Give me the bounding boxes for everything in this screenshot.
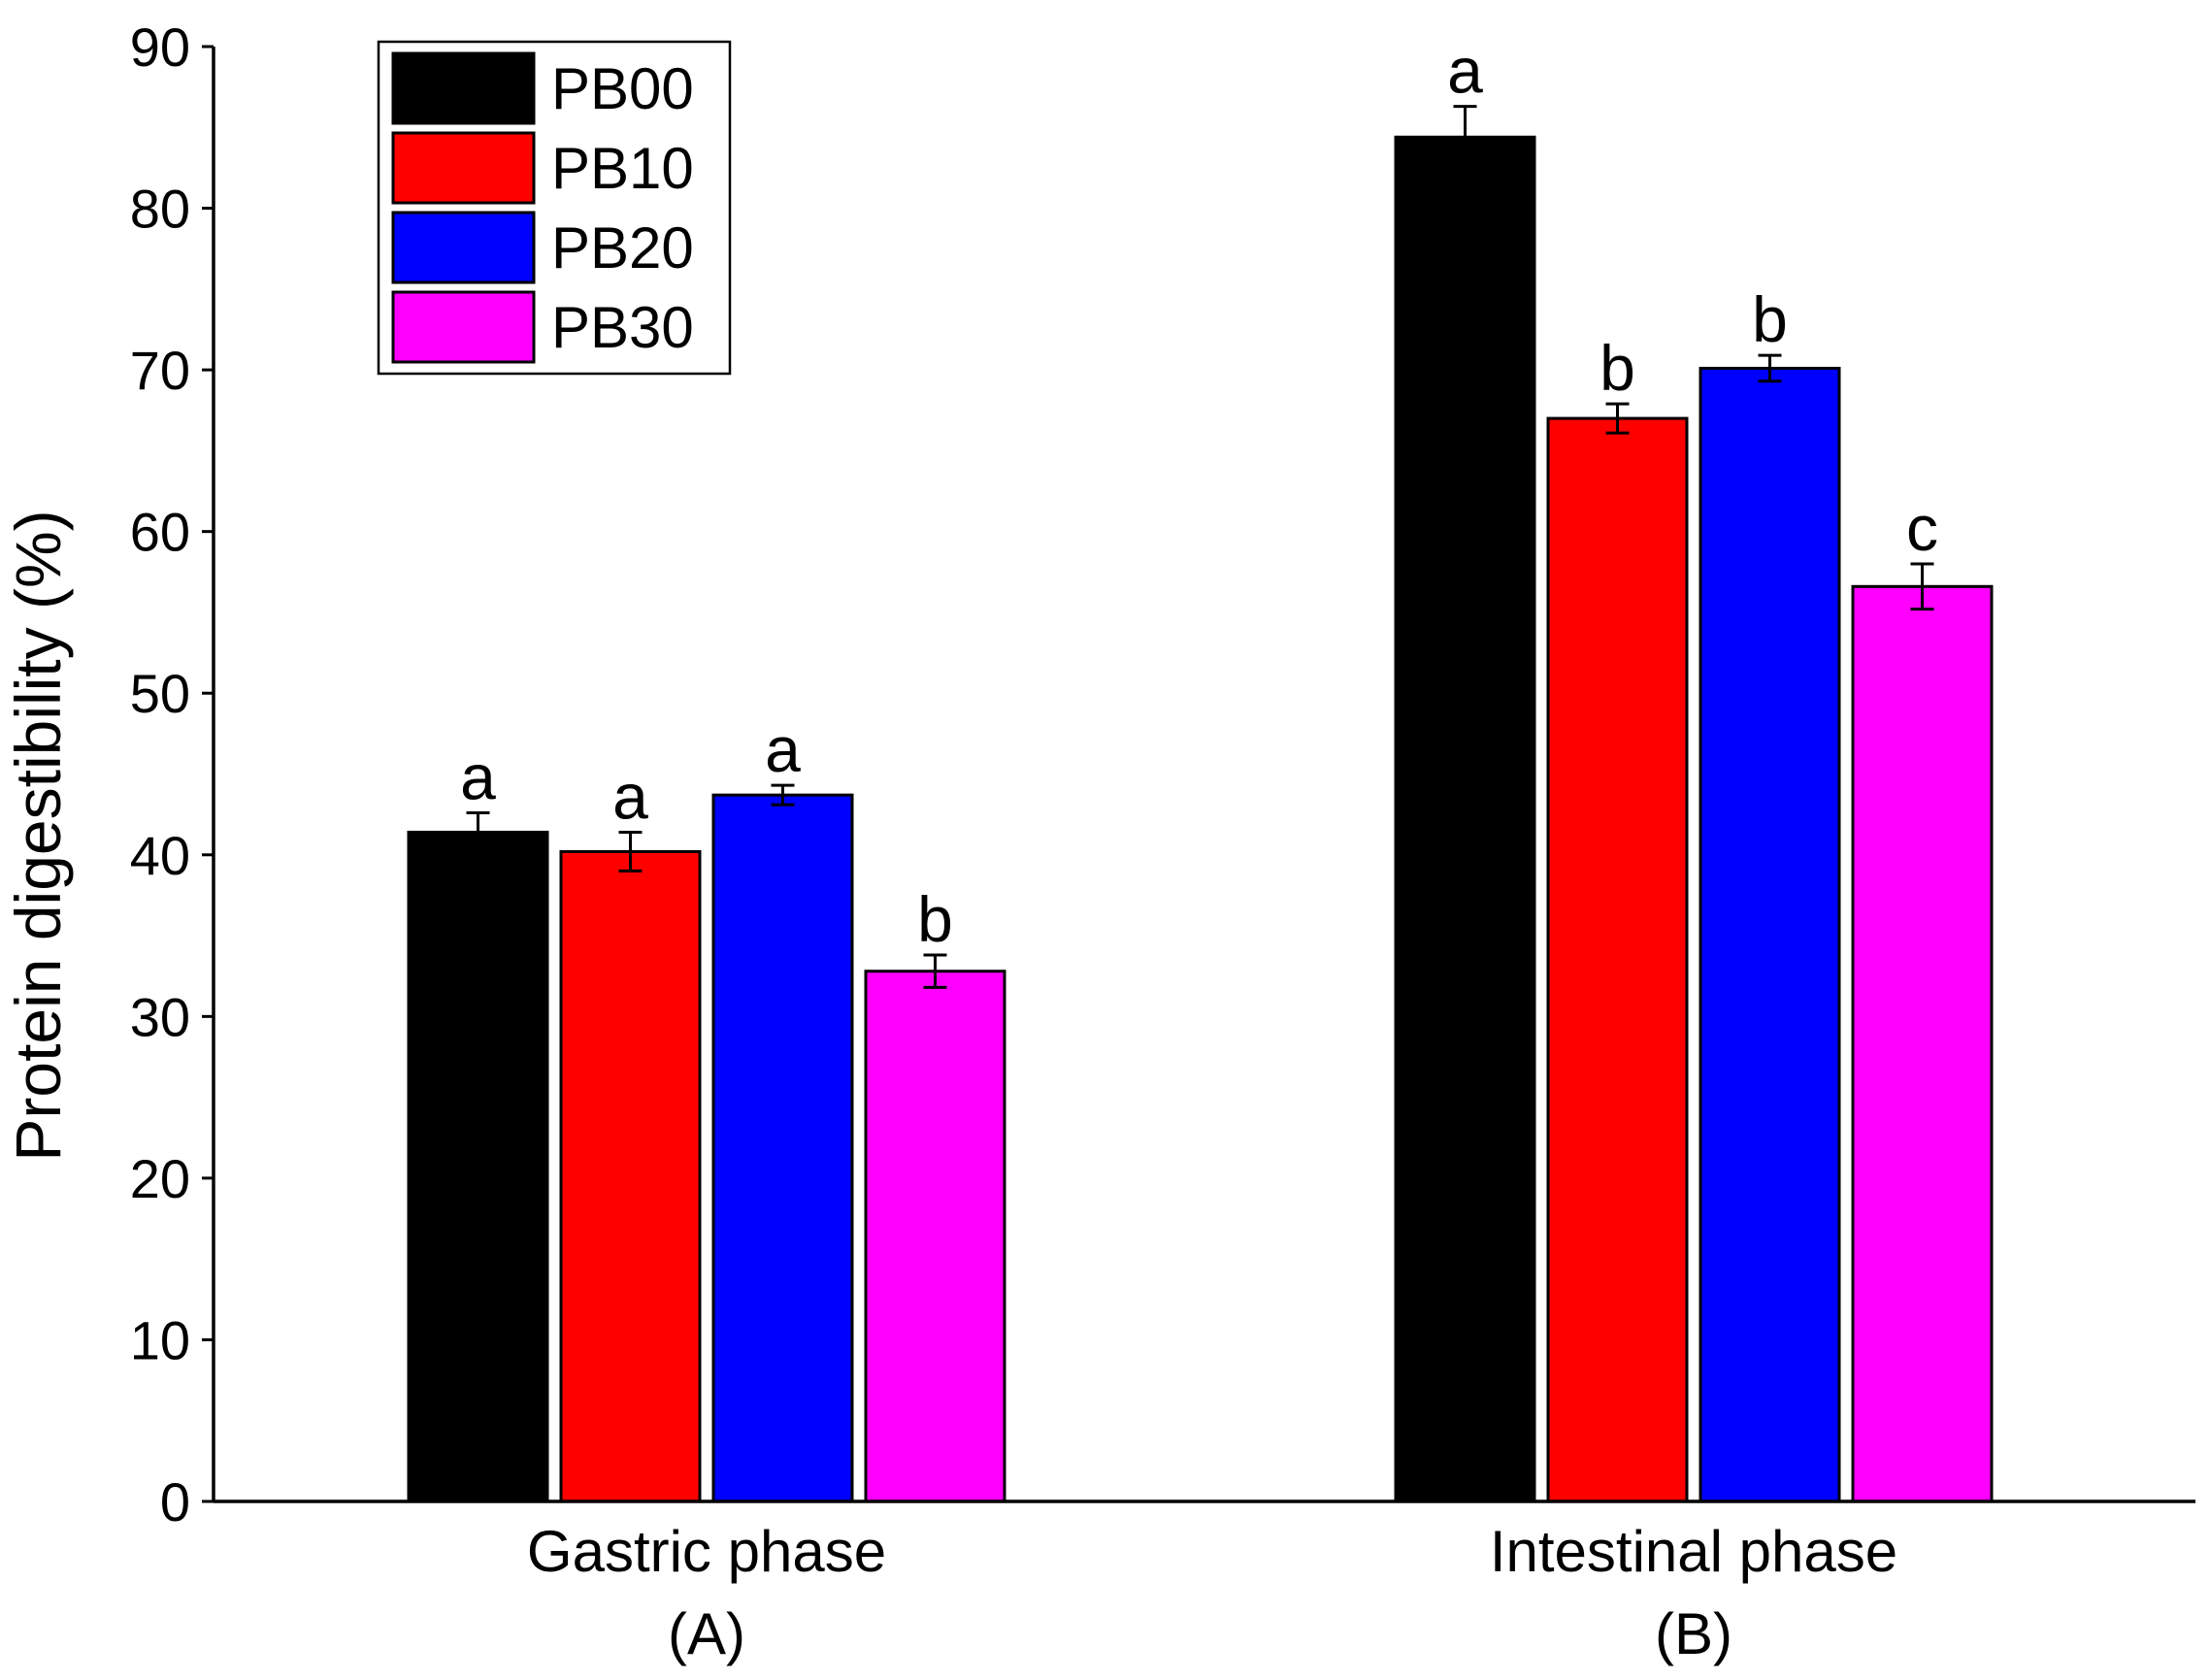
legend-item-pb00: PB00 bbox=[391, 51, 694, 125]
error-bar bbox=[466, 810, 490, 853]
significance-letter: b bbox=[917, 883, 953, 955]
bar-pb00-gastric bbox=[407, 830, 549, 1503]
legend-label: PB30 bbox=[551, 295, 694, 360]
y-tick-label: 90 bbox=[130, 16, 190, 78]
error-bar bbox=[1605, 402, 1630, 435]
significance-letter: a bbox=[1447, 35, 1483, 107]
legend-swatch bbox=[391, 211, 536, 284]
legend-label: PB00 bbox=[551, 56, 694, 121]
x-category-label: Intestinal phase bbox=[1490, 1519, 1897, 1584]
y-tick-label: 60 bbox=[130, 502, 190, 563]
legend-swatch bbox=[391, 51, 536, 125]
bar-pb30-gastric bbox=[864, 970, 1006, 1503]
x-panel-label: (B) bbox=[1655, 1601, 1732, 1666]
legend: PB00 PB10 PB20 PB30 bbox=[377, 40, 732, 376]
y-tick-label: 70 bbox=[130, 340, 190, 401]
error-bar bbox=[771, 783, 795, 807]
significance-letter: b bbox=[1600, 332, 1635, 404]
significance-letter: b bbox=[1752, 283, 1788, 355]
legend-label: PB10 bbox=[551, 136, 694, 201]
x-panel-label: (A) bbox=[668, 1601, 745, 1666]
bar-pb30-intestinal bbox=[1851, 584, 1994, 1503]
significance-letter: a bbox=[460, 741, 496, 812]
error-bar bbox=[1910, 562, 1934, 611]
legend-swatch bbox=[391, 290, 536, 364]
bar-pb20-intestinal bbox=[1699, 366, 1841, 1503]
legend-swatch bbox=[391, 131, 536, 205]
x-category-label: Gastric phase bbox=[527, 1519, 886, 1584]
significance-letter: a bbox=[765, 713, 801, 785]
legend-item-pb10: PB10 bbox=[391, 131, 694, 205]
y-tick-label: 10 bbox=[130, 1309, 190, 1370]
error-bar bbox=[1453, 105, 1477, 170]
error-bar bbox=[923, 953, 947, 989]
bar-pb00-intestinal bbox=[1394, 135, 1536, 1503]
y-tick-label: 80 bbox=[130, 179, 190, 240]
y-tick-label: 40 bbox=[130, 825, 190, 886]
y-axis-title: Protein digestibility (%) bbox=[2, 510, 74, 1161]
y-tick-label: 50 bbox=[130, 663, 190, 724]
error-bar bbox=[618, 830, 643, 873]
y-axis: 0 10 20 30 40 50 60 70 80 90 bbox=[130, 16, 215, 1532]
error-bar bbox=[1758, 353, 1782, 383]
legend-item-pb20: PB20 bbox=[391, 211, 694, 284]
significance-letter: a bbox=[612, 760, 648, 832]
x-axis: Gastric phase (A) Intestinal phase (B) bbox=[214, 1499, 2195, 1666]
bar-pb20-gastric bbox=[711, 793, 854, 1503]
bar-pb10-intestinal bbox=[1546, 416, 1689, 1503]
significance-letter: c bbox=[1906, 492, 1938, 564]
plot-area: a a a b a b b c bbox=[407, 35, 1994, 1503]
bar-pb10-gastric bbox=[559, 849, 702, 1503]
y-tick-label: 20 bbox=[130, 1148, 190, 1209]
y-tick-label: 30 bbox=[130, 986, 190, 1047]
legend-label: PB20 bbox=[551, 215, 694, 280]
legend-item-pb30: PB30 bbox=[391, 290, 694, 364]
y-tick-label: 0 bbox=[160, 1471, 190, 1532]
